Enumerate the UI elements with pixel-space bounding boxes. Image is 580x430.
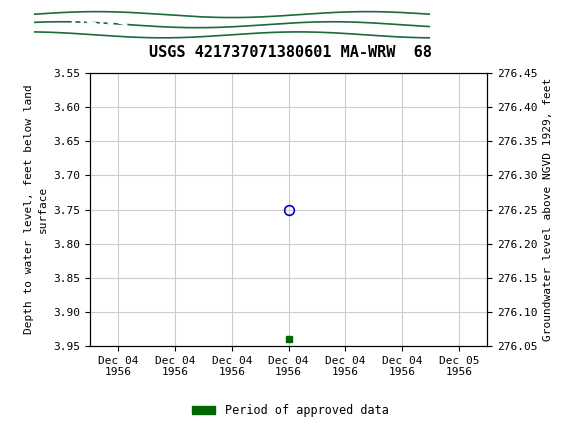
- Legend: Period of approved data: Period of approved data: [187, 399, 393, 422]
- Bar: [29, 4, 435, 45]
- Text: USGS 421737071380601 MA-WRW  68: USGS 421737071380601 MA-WRW 68: [148, 45, 432, 60]
- Text: USGS: USGS: [70, 15, 129, 34]
- Y-axis label: Groundwater level above NGVD 1929, feet: Groundwater level above NGVD 1929, feet: [543, 78, 553, 341]
- Y-axis label: Depth to water level, feet below land
surface: Depth to water level, feet below land su…: [24, 85, 48, 335]
